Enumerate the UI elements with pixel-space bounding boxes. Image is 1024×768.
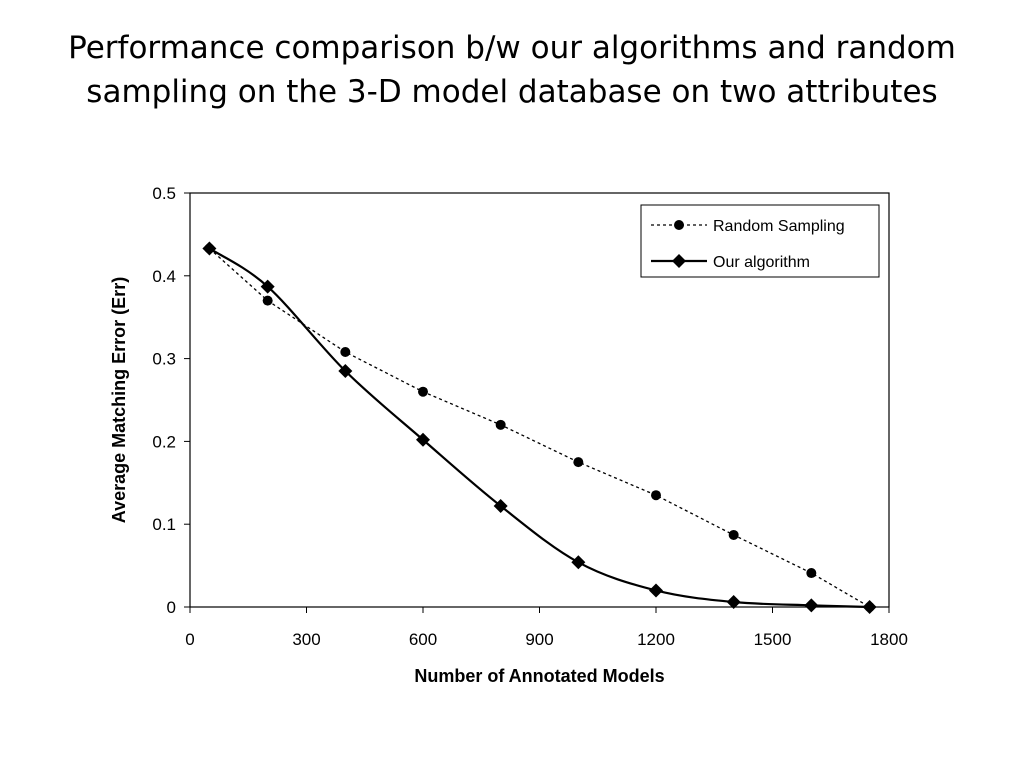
legend-marker: [672, 254, 686, 268]
data-point-diamond: [493, 498, 508, 513]
series-random-sampling: [204, 243, 875, 612]
data-point-circle: [340, 346, 351, 357]
y-tick-label: 0.5: [152, 184, 176, 203]
data-point-diamond: [649, 583, 663, 598]
x-tick-label: 900: [525, 630, 553, 649]
data-point-circle: [728, 529, 739, 540]
y-tick-label: 0.3: [152, 350, 176, 369]
series-layer: [202, 241, 877, 614]
data-point-circle: [573, 457, 584, 468]
legend-marker: [674, 220, 684, 230]
y-axis-title: Average Matching Error (Err): [109, 277, 129, 523]
data-point-diamond: [338, 364, 353, 379]
data-point-circle: [418, 386, 428, 397]
data-point-circle: [262, 295, 273, 306]
data-point-diamond: [571, 555, 586, 570]
data-point-circle: [495, 419, 506, 430]
series-line: [208, 247, 870, 608]
data-point-diamond: [804, 598, 819, 613]
x-axis-title: Number of Annotated Models: [414, 666, 664, 686]
y-tick-label: 0.4: [152, 267, 176, 286]
x-tick-label: 600: [409, 630, 437, 649]
legend: Random Sampling Our algorithm: [640, 204, 880, 278]
series-our-algorithm: [202, 241, 877, 614]
x-tick-label: 300: [292, 630, 320, 649]
axis-ticks: 0 300 600 900 1200 1500 1800 0 0.1 0.2 0.3 0.4 0.5: [152, 184, 908, 649]
y-tick-label: 0: [167, 598, 176, 617]
data-point-diamond: [862, 600, 877, 614]
data-point-circle: [651, 490, 661, 501]
series-line: [208, 247, 870, 609]
data-point-diamond: [260, 279, 275, 294]
y-tick-label: 0.1: [152, 515, 176, 534]
legend-label: Random Sampling: [713, 218, 845, 235]
legend-label: Our algorithm: [713, 254, 810, 271]
x-tick-label: 1800: [870, 630, 908, 649]
data-point-diamond: [726, 595, 741, 610]
x-tick-label: 0: [185, 630, 194, 649]
x-tick-label: 1200: [637, 630, 675, 649]
data-point-diamond: [202, 241, 217, 256]
x-tick-label: 1500: [754, 630, 792, 649]
data-point-diamond: [416, 432, 430, 447]
data-point-circle: [806, 568, 817, 579]
y-tick-label: 0.2: [152, 432, 176, 451]
slide-title: Performance comparison b/w our algorithm…: [68, 30, 956, 110]
